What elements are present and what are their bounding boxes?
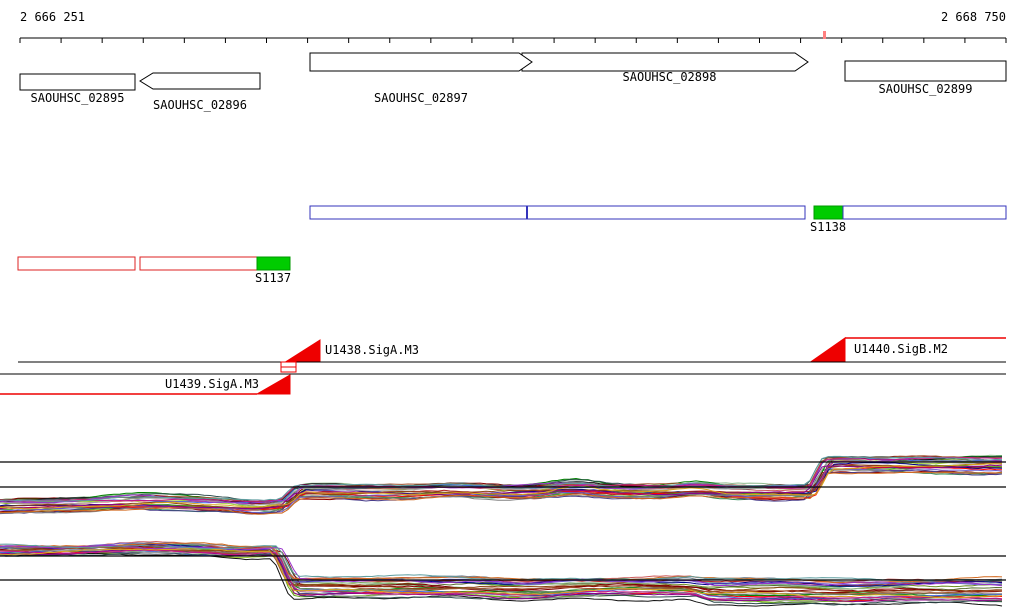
expression-trace	[0, 464, 1003, 510]
gene-feature-saouhsc_02898[interactable]	[521, 52, 809, 72]
transcript-segment-box[interactable]	[309, 205, 806, 220]
transcript-segment-box[interactable]	[139, 256, 258, 271]
expression-trace	[0, 548, 1003, 599]
tss-flag-u1438.siga.m3[interactable]	[285, 339, 321, 362]
expression-trace	[0, 460, 1003, 506]
tss-flag-u1439.siga.m3[interactable]	[255, 374, 291, 395]
gene-label-saouhsc-02899: SAOUHSC_02899	[878, 82, 973, 96]
gene-feature-saouhsc_02897[interactable]	[309, 52, 533, 72]
transcript-segment-label-s1138: S1138	[810, 220, 847, 234]
ruler-marker	[823, 31, 826, 39]
expression-trace	[0, 462, 1003, 510]
tss-flag-u1440.sigb.m2[interactable]	[810, 337, 846, 362]
tss-label-u1440-sigb-m2: U1440.SigB.M2	[854, 342, 948, 356]
expression-trace	[0, 542, 1003, 584]
expression-trace	[0, 471, 1003, 515]
transcript-segment-box[interactable]	[842, 205, 1007, 220]
expression-trace	[0, 544, 1003, 587]
gene-feature-saouhsc_02899[interactable]	[844, 60, 1007, 82]
transcript-segment-box[interactable]	[17, 256, 136, 271]
ruler-start-coordinate: 2 666 251	[20, 10, 86, 24]
tss-label-u1439-siga-m3: U1439.SigA.M3	[165, 377, 259, 391]
tss-label-u1438-siga-m3: U1438.SigA.M3	[325, 343, 419, 357]
gene-label-saouhsc-02898: SAOUHSC_02898	[622, 70, 717, 84]
expression-trace	[0, 552, 1003, 607]
gene-label-saouhsc-02896: SAOUHSC_02896	[153, 98, 247, 112]
expression-trace	[0, 549, 1003, 600]
gene-label-saouhsc-02895: SAOUHSC_02895	[30, 91, 125, 105]
ruler-end-coordinate: 2 668 750	[940, 10, 1006, 24]
transcript-segment-box[interactable]	[256, 256, 291, 271]
transcript-segment-label-s1137: S1137	[255, 271, 292, 285]
expression-trace	[0, 542, 1003, 584]
gene-label-saouhsc-02897: SAOUHSC_02897	[374, 91, 468, 105]
gene-feature-saouhsc_02896[interactable]	[139, 72, 261, 90]
expression-trace	[0, 456, 1002, 503]
gene-feature-saouhsc_02895[interactable]	[19, 73, 136, 91]
transcript-segment-box[interactable]	[813, 205, 844, 220]
